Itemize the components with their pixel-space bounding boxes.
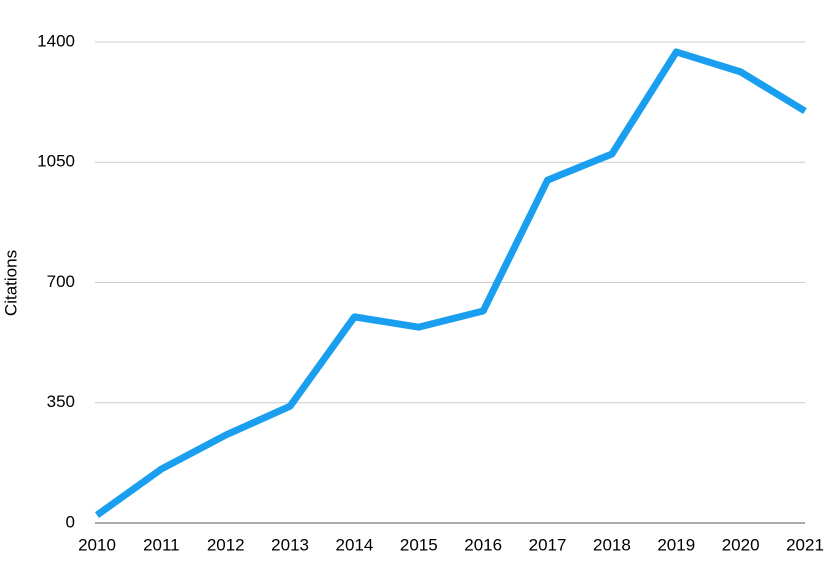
x-tick-label: 2016 [464,535,502,554]
y-tick-label: 1400 [37,31,75,50]
y-tick-label: 1050 [37,152,75,171]
x-tick-label: 2019 [657,535,695,554]
y-tick-label: 350 [47,392,75,411]
x-tick-label: 2012 [207,535,245,554]
y-tick-label: 0 [66,512,75,531]
x-tick-label: 2020 [722,535,760,554]
x-tick-label: 2011 [143,535,180,554]
x-tick-label: 2021 [786,535,824,554]
x-tick-label: 2010 [78,535,116,554]
x-tick-label: 2017 [529,535,567,554]
x-tick-label: 2014 [336,535,374,554]
data-line [94,48,807,518]
y-axis-label: Citations [1,250,20,316]
x-tick-label: 2018 [593,535,631,554]
x-tick-label: 2013 [271,535,309,554]
x-tick-label: 2015 [400,535,438,554]
y-tick-label: 700 [47,272,75,291]
